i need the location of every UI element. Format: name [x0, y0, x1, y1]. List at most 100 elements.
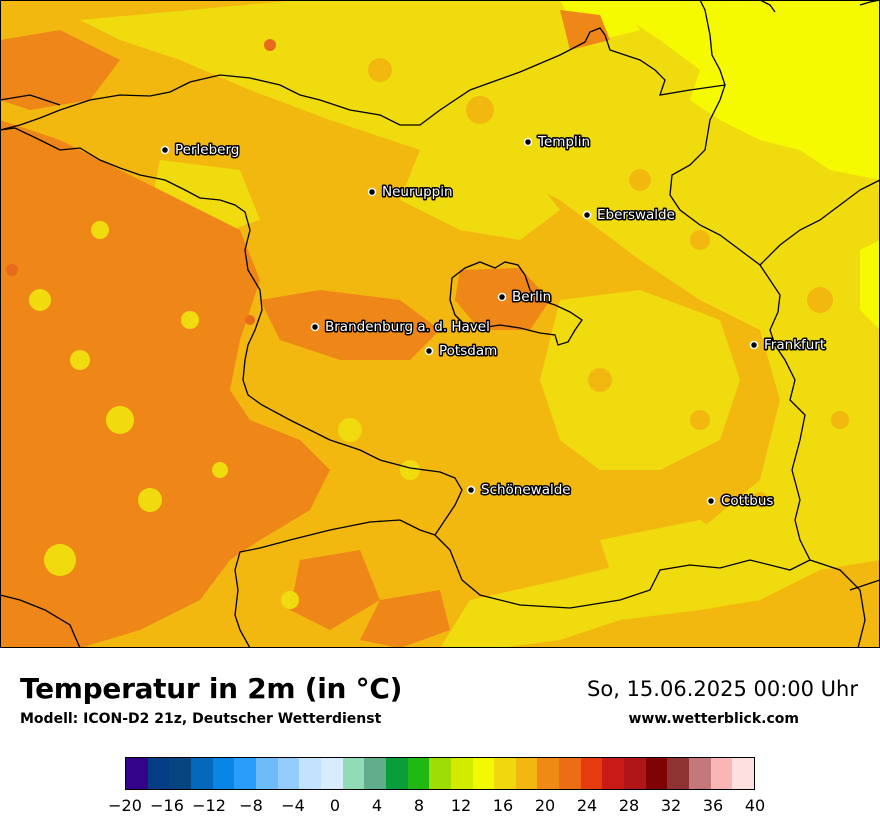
- border-east-corner: [849, 579, 880, 591]
- legend-tick-label: 40: [744, 796, 766, 815]
- border-east-poland: [759, 179, 880, 266]
- legend-color-segment: [385, 758, 408, 789]
- field-warm-yellow: [400, 150, 560, 240]
- legend-color-segment: [299, 758, 321, 789]
- legend-tick-label: 8: [413, 796, 425, 815]
- city-frankfurt[interactable]: [749, 340, 759, 350]
- legend-color-segment: [580, 758, 603, 789]
- legend-tick-label: 28: [618, 796, 640, 815]
- legend-tick-label: 12: [450, 796, 472, 815]
- city-label: Berlin: [512, 289, 551, 305]
- legend-tick-label: 0: [329, 796, 341, 815]
- border-berlin: [449, 261, 583, 346]
- legend-color-segment: [450, 758, 473, 789]
- legend-color-segment: [407, 758, 430, 789]
- field-orange: [0, 30, 120, 110]
- map-title: Temperatur in 2m (in °C): [20, 672, 403, 705]
- city-potsdam[interactable]: [424, 346, 434, 356]
- forecast-datetime: So, 15.06.2025 00:00 Uhr: [587, 677, 858, 701]
- legend-tick-label: 16: [492, 796, 514, 815]
- legend-color-segment: [190, 758, 213, 789]
- border-west-top: [0, 94, 61, 106]
- legend-tick-label: 4: [371, 796, 383, 815]
- legend-tick-label: −16: [150, 796, 184, 815]
- city-label: Neuruppin: [382, 184, 453, 200]
- legend-color-segment: [602, 758, 625, 789]
- legend-color-segment: [710, 758, 733, 789]
- map-footer: [0, 648, 880, 830]
- border-east-south: [809, 559, 866, 648]
- borders: [0, 0, 880, 648]
- legend-color-segment: [732, 758, 755, 789]
- map-canvas: Perleberg Templin Neuruppin Eberswalde B…: [0, 0, 880, 648]
- legend-color-segment: [255, 758, 278, 789]
- legend-tick-label: 20: [534, 796, 556, 815]
- city-markers: [160, 137, 759, 506]
- city-cottbus[interactable]: [706, 496, 716, 506]
- model-info: Modell: ICON-D2 21z, Deutscher Wetterdie…: [20, 711, 382, 727]
- legend-tick-label: −4: [281, 796, 305, 815]
- legend-color-segment: [234, 758, 256, 789]
- city-label: Perleberg: [175, 142, 239, 158]
- legend-color-segment: [212, 758, 235, 789]
- city-label: Brandenburg a. d. Havel: [325, 319, 490, 335]
- legend-color-segment: [667, 758, 690, 789]
- legend-color-segment: [515, 758, 538, 789]
- city-label: Templin: [537, 134, 590, 150]
- field-orange: [290, 550, 380, 630]
- legend-color-segment: [364, 758, 386, 789]
- legend-tick-label: 36: [702, 796, 724, 815]
- border-brandenburg: [0, 127, 463, 648]
- field-speckles-mid: [368, 58, 849, 509]
- border-east-country: [699, 0, 726, 86]
- field-warm-yellow: [540, 290, 740, 470]
- border-northeast: [759, 0, 776, 13]
- temperature-map[interactable]: Perleberg Templin Neuruppin Eberswalde B…: [0, 0, 880, 648]
- legend-color-segment: [277, 758, 300, 789]
- field-speckles-yellow: [29, 221, 420, 609]
- legend-color-segment: [559, 758, 581, 789]
- legend-color-segment: [624, 758, 646, 789]
- color-scale-legend: [125, 757, 755, 790]
- legend-tick-label: −12: [192, 796, 226, 815]
- field-warm-yellow: [600, 520, 760, 600]
- website-link[interactable]: www.wetterblick.com: [628, 711, 800, 727]
- city-label: Eberswalde: [597, 207, 675, 223]
- border-west-north: [0, 594, 81, 648]
- field-orange: [260, 290, 440, 360]
- legend-color-segment: [494, 758, 516, 789]
- field-orange: [560, 10, 610, 50]
- legend-color-segment: [645, 758, 668, 789]
- city-templin[interactable]: [523, 137, 533, 147]
- city-labels: Perleberg Templin Neuruppin Eberswalde B…: [174, 133, 827, 511]
- city-label: Cottbus: [721, 493, 773, 509]
- legend-color-segment: [320, 758, 343, 789]
- legend-color-segment: [147, 758, 170, 789]
- field-bright-yellow: [610, 0, 880, 180]
- legend-color-segment: [689, 758, 711, 789]
- legend-color-segment: [169, 758, 191, 789]
- legend-tick-label: 32: [660, 796, 682, 815]
- legend-tick-label: −8: [239, 796, 263, 815]
- city-neuruppin[interactable]: [367, 187, 377, 197]
- legend-color-segment: [429, 758, 451, 789]
- city-label: Potsdam: [439, 343, 497, 359]
- field-warm-yellow: [80, 0, 880, 648]
- field-speckles-hot: [6, 39, 276, 325]
- city-perleberg[interactable]: [160, 145, 170, 155]
- city-label: Frankfurt: [764, 337, 825, 353]
- legend-tick-label: −20: [108, 796, 142, 815]
- border-brandenburg-south: [0, 27, 811, 609]
- city-schoenewalde[interactable]: [466, 485, 476, 495]
- legend-color-segment: [537, 758, 560, 789]
- city-eberswalde[interactable]: [582, 210, 592, 220]
- city-brandenburg[interactable]: [310, 322, 320, 332]
- legend-color-segment: [472, 758, 495, 789]
- legend-color-segment: [126, 758, 148, 789]
- legend-color-segment: [342, 758, 365, 789]
- legend-tick-label: 24: [576, 796, 598, 815]
- city-berlin[interactable]: [497, 292, 507, 302]
- field-orange: [0, 120, 330, 648]
- city-label: Schönewalde: [481, 482, 571, 498]
- field-orange: [360, 590, 450, 648]
